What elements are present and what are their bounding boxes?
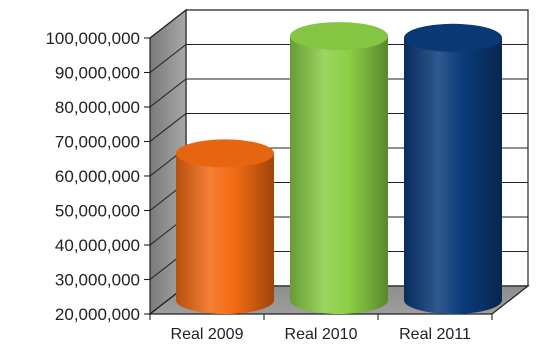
bar-real-2011 [404, 23, 502, 315]
gridline [149, 9, 528, 39]
bar-top [176, 139, 274, 168]
y-axis-ticks: 100,000,000 90,000,000 80,000,000 70,000,00… [45, 29, 150, 324]
y-tick-label: 90,000,000 [55, 64, 140, 83]
x-axis-ticks: Real 2009 Real 2010 Real 2011 [149, 314, 493, 343]
y-tick-label: 50,000,000 [55, 202, 140, 221]
bar-real-2009 [176, 139, 274, 314]
bars [176, 22, 502, 315]
bar-real-2010 [290, 22, 388, 314]
bar-body [290, 36, 388, 314]
y-tick-label: 60,000,000 [55, 167, 140, 186]
x-tick-label: Real 2009 [171, 326, 244, 343]
y-tick-label: 40,000,000 [55, 236, 140, 255]
y-tick-label: 100,000,000 [45, 29, 140, 48]
bar-body [176, 153, 274, 314]
y-tick-label: 70,000,000 [55, 133, 140, 152]
bar-top [290, 22, 388, 51]
y-tick-label: 20,000,000 [55, 305, 140, 324]
y-tick-label: 30,000,000 [55, 271, 140, 290]
x-tick-label: Real 2011 [399, 326, 471, 343]
bar-top [404, 23, 502, 52]
bar-body [404, 37, 502, 315]
y-tick-label: 80,000,000 [55, 98, 140, 117]
x-tick-label: Real 2010 [285, 326, 358, 343]
